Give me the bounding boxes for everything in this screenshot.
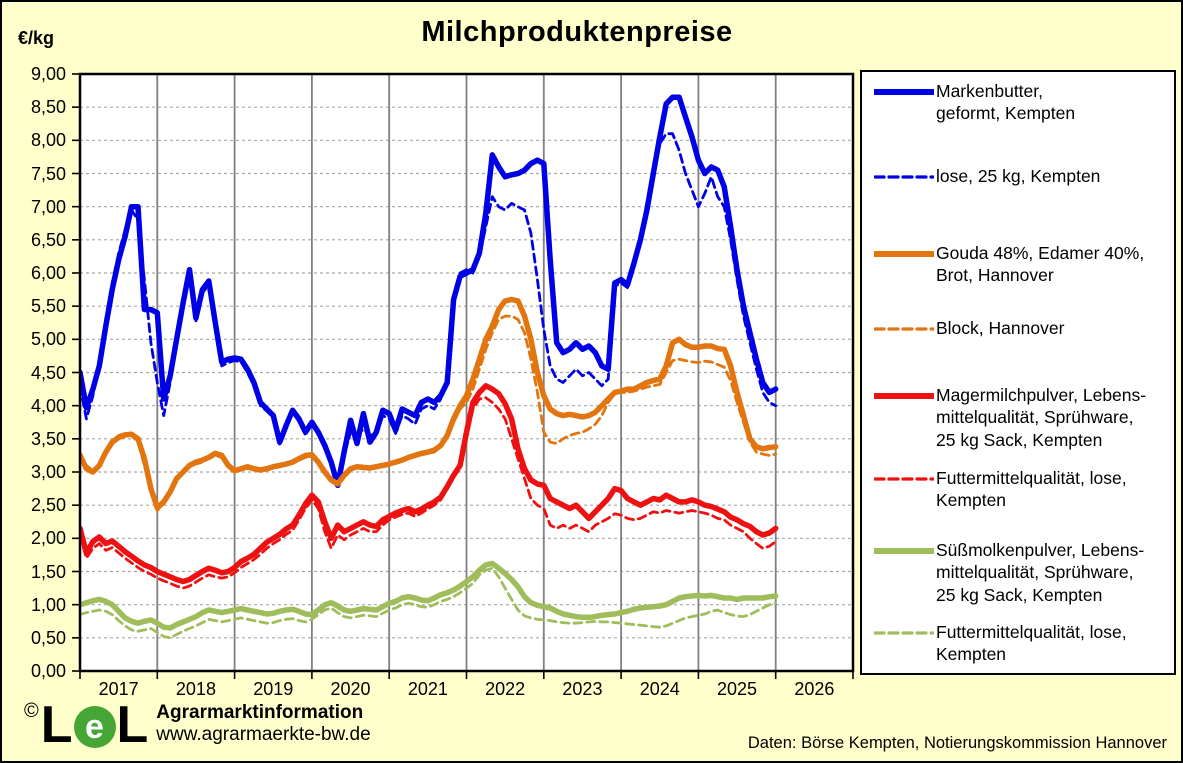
y-tick-label: 5,00	[30, 329, 66, 350]
legend-item-magermilchpulver-lmq: Magermilchpulver, Lebens- mittelqualität…	[874, 384, 1146, 451]
x-tick-label: 2024	[639, 679, 680, 699]
y-tick-label: 2,50	[30, 495, 66, 516]
y-tick-label: 1,00	[30, 594, 66, 615]
y-tick-label: 4,00	[30, 395, 66, 416]
y-tick-label: 9,00	[30, 64, 66, 84]
lel-logo-letter: L	[40, 696, 73, 754]
legend-item-gouda-edamer-brot: Gouda 48%, Edamer 40%, Brot, Hannover	[874, 242, 1144, 287]
chart-legend: Markenbutter, geformt, Kempten lose, 25 k…	[860, 70, 1176, 675]
x-tick-label: 2023	[562, 679, 603, 699]
brand-url: www.agrarmaerkte-bw.de	[156, 724, 371, 745]
plot-border	[78, 72, 855, 673]
y-tick-label: 0,50	[30, 627, 66, 648]
x-tick-label: 2025	[717, 679, 758, 699]
lel-logo-letter: L	[116, 696, 149, 754]
legend-swatch-icon	[874, 251, 934, 257]
y-tick-label: 1,50	[30, 561, 66, 582]
legend-swatch-icon	[874, 327, 934, 331]
series-line-gouda-edamer-brot	[79, 296, 779, 511]
legend-item-suessmolkenpulver-lmq: Süßmolkenpulver, Lebens- mittelqualität,…	[874, 539, 1144, 606]
series-line-butter-lose	[79, 132, 778, 484]
y-tick-label: 4,50	[30, 362, 66, 383]
legend-label: Süßmolkenpulver, Lebens- mittelqualität,…	[936, 540, 1145, 605]
legend-item-suessmolkenpulver-fmq: Futtermittelqualität, lose, Kempten	[874, 621, 1127, 666]
y-tick-label: 6,50	[30, 229, 66, 250]
y-axis-unit-label: €/kg	[18, 28, 55, 48]
series-line-block-hannover	[79, 314, 778, 512]
y-tick-label: 3,50	[30, 428, 66, 449]
y-tick-label: 3,00	[30, 462, 66, 482]
series-line-magermilchpulver-fmq	[79, 396, 778, 590]
legend-swatch-icon	[874, 175, 934, 179]
x-tick-label: 2021	[407, 679, 448, 699]
y-tick-label: 7,50	[30, 163, 66, 184]
y-tick-label: 6,00	[30, 263, 66, 283]
legend-item-markenbutter-geformt: Markenbutter, geformt, Kempten	[874, 80, 1075, 125]
x-tick-label: 2022	[485, 679, 526, 699]
legend-item-magermilchpulver-fmq: Futtermittelqualität, lose, Kempten	[874, 467, 1127, 512]
legend-swatch-icon	[874, 393, 934, 399]
x-tick-label: 2017	[98, 679, 139, 699]
series-line-suessmolkenpulver-fmq	[79, 566, 778, 640]
legend-label: Magermilchpulver, Lebens- mittelqualität…	[936, 385, 1147, 450]
x-tick-label: 2026	[794, 679, 835, 699]
y-tick-label: 5,50	[30, 296, 66, 317]
legend-swatch-icon	[874, 477, 934, 481]
y-tick-label: 8,50	[30, 97, 66, 118]
legend-label: lose, 25 kg, Kempten	[936, 166, 1101, 186]
y-tick-label: 0,00	[30, 661, 66, 681]
brand-text: Agrarmarktinformation www.agrarmaerkte-b…	[156, 702, 370, 746]
series-line-suessmolkenpulver-lmq	[79, 560, 779, 631]
legend-item-butter-lose: lose, 25 kg, Kempten	[874, 165, 1100, 187]
y-tick-label: 7,00	[30, 196, 66, 217]
legend-item-block-hannover: Block, Hannover	[874, 317, 1064, 339]
y-tick-label: 2,00	[30, 528, 66, 549]
series-line-magermilchpulver-lmq	[79, 383, 779, 585]
legend-swatch-icon	[874, 548, 934, 554]
brand-name: Agrarmarktinformation	[156, 702, 364, 723]
legend-swatch-icon	[874, 631, 934, 635]
chart-title: Milchproduktenpreise	[421, 16, 733, 48]
y-tick-label: 8,00	[30, 130, 66, 151]
x-tick-label: 2019	[253, 679, 294, 699]
legend-label: Markenbutter, geformt, Kempten	[936, 81, 1076, 124]
lel-logo-e-circle-icon: e	[73, 706, 116, 748]
data-source-note: Daten: Börse Kempten, Notierungskommissi…	[747, 734, 1167, 752]
legend-label: Gouda 48%, Edamer 40%, Brot, Hannover	[936, 243, 1145, 286]
legend-swatch-icon	[874, 89, 934, 95]
x-tick-label: 2020	[330, 679, 371, 699]
legend-label: Futtermittelqualität, lose, Kempten	[936, 468, 1127, 511]
legend-label: Futtermittelqualität, lose, Kempten	[936, 622, 1127, 665]
legend-label: Block, Hannover	[936, 318, 1065, 338]
copyright-symbol: ©	[24, 700, 39, 722]
x-tick-label: 2018	[175, 679, 216, 699]
